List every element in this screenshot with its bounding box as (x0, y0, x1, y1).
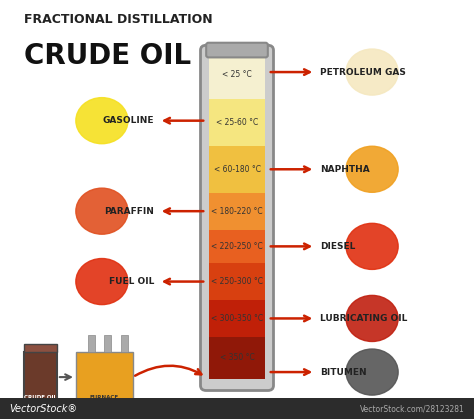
Bar (209, 99, 265, 146)
Circle shape (346, 295, 398, 341)
Bar (104, 335, 111, 352)
Bar (121, 335, 128, 352)
Bar (209, 193, 265, 230)
FancyBboxPatch shape (201, 45, 273, 391)
Text: PETROLEUM GAS: PETROLEUM GAS (320, 67, 406, 77)
Circle shape (76, 188, 128, 234)
Circle shape (76, 259, 128, 305)
Bar (209, 146, 265, 193)
Bar (24, 344, 57, 352)
Text: < 250-300 °C: < 250-300 °C (211, 277, 263, 286)
Text: < 220-250 °C: < 220-250 °C (211, 242, 263, 251)
Text: NAPHTHA: NAPHTHA (320, 165, 370, 174)
Text: GASOLINE: GASOLINE (102, 116, 154, 125)
Circle shape (346, 49, 398, 95)
FancyBboxPatch shape (206, 43, 268, 57)
Text: FRACTIONAL DISTILLATION: FRACTIONAL DISTILLATION (24, 13, 212, 26)
Text: PARAFFIN: PARAFFIN (104, 207, 154, 216)
Text: < 25-60 °C: < 25-60 °C (216, 118, 258, 127)
Text: DIESEL: DIESEL (320, 242, 356, 251)
Text: < 25 °C: < 25 °C (222, 70, 252, 79)
Text: < 60-180 °C: < 60-180 °C (213, 165, 261, 174)
Bar (88, 335, 95, 352)
Text: < 180-220 °C: < 180-220 °C (211, 207, 263, 216)
Text: VectorStock.com/28123281: VectorStock.com/28123281 (360, 404, 465, 413)
Text: CRUDE OIL: CRUDE OIL (24, 42, 191, 70)
Text: CRUDE OIL: CRUDE OIL (24, 395, 57, 400)
Circle shape (346, 223, 398, 269)
Text: FURNACE: FURNACE (90, 395, 119, 400)
Circle shape (76, 98, 128, 144)
Bar (209, 230, 265, 263)
Text: VectorStock®: VectorStock® (9, 403, 78, 414)
Bar (0, 398, 474, 419)
Bar (209, 263, 265, 300)
Circle shape (346, 349, 398, 395)
Text: FUEL OIL: FUEL OIL (109, 277, 154, 286)
Text: < 300-350 °C: < 300-350 °C (211, 314, 263, 323)
Text: < 350 °C: < 350 °C (219, 353, 255, 362)
Circle shape (346, 146, 398, 192)
Bar (209, 337, 265, 379)
Bar (209, 50, 265, 99)
Text: BITUMEN: BITUMEN (320, 367, 366, 377)
Text: LUBRICATING OIL: LUBRICATING OIL (320, 314, 407, 323)
Bar (24, 352, 57, 402)
Bar (209, 300, 265, 337)
Bar (76, 352, 133, 402)
